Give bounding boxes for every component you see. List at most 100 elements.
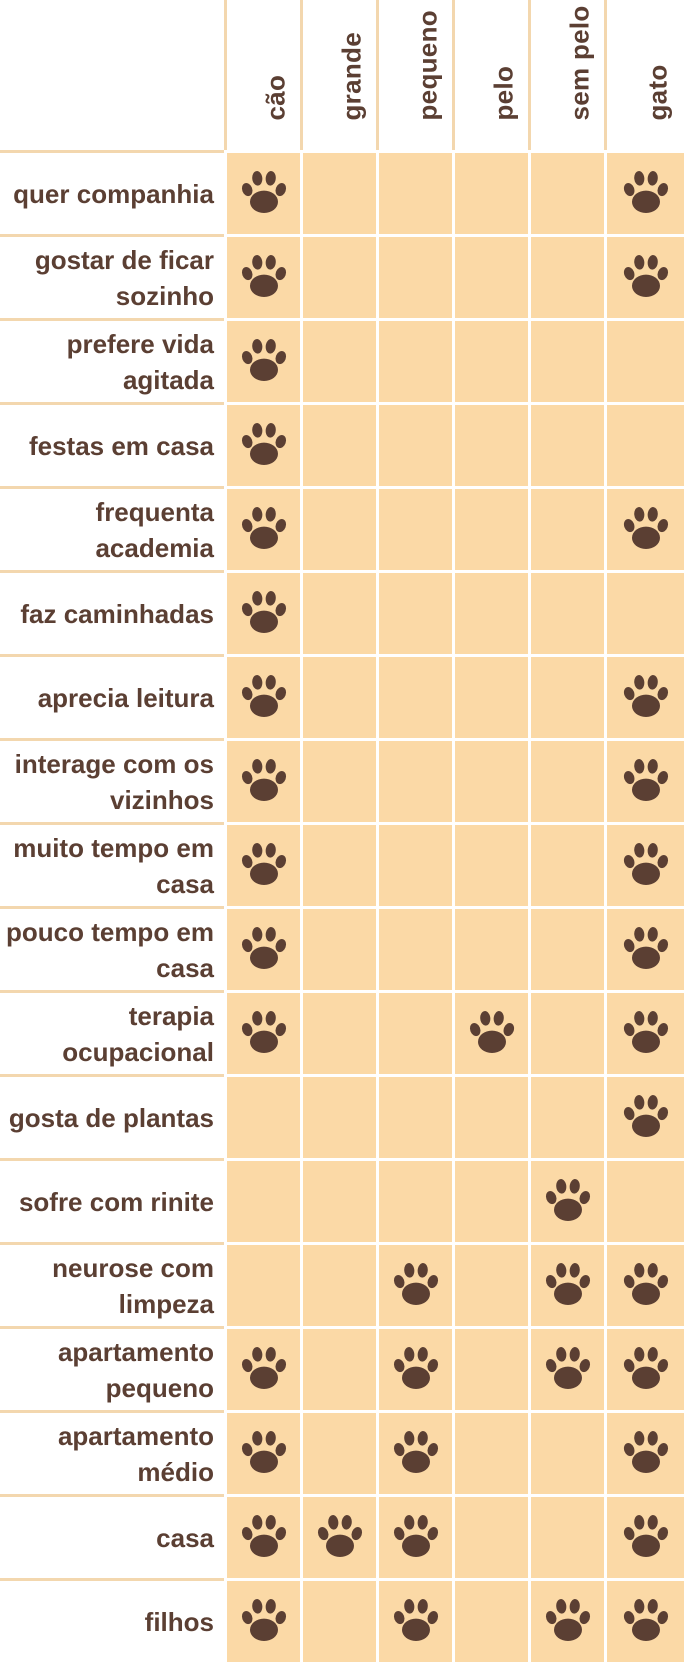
column-header-label: cão (260, 74, 290, 121)
table-cell (452, 822, 528, 906)
table-cell (300, 1578, 376, 1662)
column-header-label: gato (642, 64, 672, 121)
table-cell (528, 738, 604, 822)
right-margin (684, 1242, 700, 1326)
column-header: gato (604, 0, 684, 150)
table-cell (376, 486, 452, 570)
row-label: prefere vida agitada (0, 318, 224, 402)
table-cell (300, 150, 376, 234)
table-cell (224, 1578, 300, 1662)
table-cell (452, 402, 528, 486)
table-cell (452, 150, 528, 234)
paw-icon (241, 1514, 286, 1557)
row-label: interage com os vizinhos (0, 738, 224, 822)
row-label: apartamento médio (0, 1410, 224, 1494)
table-cell (224, 906, 300, 990)
paw-icon (241, 506, 286, 549)
table-cell (604, 402, 684, 486)
right-margin (684, 1410, 700, 1494)
table-cell (300, 738, 376, 822)
table-cell (376, 318, 452, 402)
paw-icon (241, 842, 286, 885)
table-cell (528, 1242, 604, 1326)
paw-icon (241, 1346, 286, 1389)
paw-icon (317, 1514, 362, 1557)
column-header: sem pelo (528, 0, 604, 150)
table-cell (452, 738, 528, 822)
right-margin (684, 822, 700, 906)
paw-icon (241, 1010, 286, 1053)
table-cell (452, 570, 528, 654)
paw-icon (623, 1010, 668, 1053)
table-cell (376, 1326, 452, 1410)
table-cell (452, 906, 528, 990)
table-cell (224, 1410, 300, 1494)
table-cell (300, 570, 376, 654)
table-cell (300, 1158, 376, 1242)
table-cell (224, 822, 300, 906)
table-cell (300, 1410, 376, 1494)
table-cell (300, 402, 376, 486)
table-cell (604, 906, 684, 990)
table-cell (224, 1326, 300, 1410)
row-label: muito tempo em casa (0, 822, 224, 906)
column-header: grande (300, 0, 376, 150)
paw-icon (623, 1514, 668, 1557)
table-cell (452, 1578, 528, 1662)
paw-icon (241, 1430, 286, 1473)
column-header: pequeno (376, 0, 452, 150)
paw-icon (623, 1598, 668, 1641)
table-cell (376, 1074, 452, 1158)
paw-icon (623, 1262, 668, 1305)
paw-icon (545, 1262, 590, 1305)
table-cell (300, 1494, 376, 1578)
table-cell (452, 654, 528, 738)
table-cell (604, 1410, 684, 1494)
right-margin (684, 1494, 700, 1578)
row-label: filhos (0, 1578, 224, 1662)
table-cell (452, 1158, 528, 1242)
table-cell (528, 1074, 604, 1158)
table-cell (452, 1494, 528, 1578)
paw-icon (241, 590, 286, 633)
paw-icon (393, 1430, 438, 1473)
table-cell (224, 1242, 300, 1326)
column-header-label: pequeno (412, 10, 442, 121)
table-cell (376, 234, 452, 318)
paw-icon (623, 506, 668, 549)
row-label: frequenta academia (0, 486, 224, 570)
row-label: gostar de ficar sozinho (0, 234, 224, 318)
paw-icon (545, 1178, 590, 1221)
table-cell (452, 1074, 528, 1158)
paw-icon (393, 1514, 438, 1557)
table-cell (376, 150, 452, 234)
column-header: pelo (452, 0, 528, 150)
table-cell (376, 990, 452, 1074)
paw-icon (623, 674, 668, 717)
paw-icon (545, 1598, 590, 1641)
table-cell (452, 990, 528, 1074)
table-cell (376, 402, 452, 486)
paw-icon (545, 1346, 590, 1389)
right-margin (684, 486, 700, 570)
table-cell (528, 150, 604, 234)
paw-icon (241, 674, 286, 717)
column-header-label: grande (336, 32, 366, 121)
table-cell (452, 318, 528, 402)
paw-icon (241, 926, 286, 969)
table-cell (376, 1494, 452, 1578)
paw-icon (623, 842, 668, 885)
table-cell (224, 318, 300, 402)
paw-icon (623, 254, 668, 297)
table-cell (604, 1326, 684, 1410)
table-cell (528, 1326, 604, 1410)
table-cell (300, 990, 376, 1074)
table-cell (300, 1242, 376, 1326)
table-cell (528, 402, 604, 486)
paw-icon (393, 1262, 438, 1305)
table-cell (604, 150, 684, 234)
table-cell (528, 486, 604, 570)
table-cell (528, 234, 604, 318)
row-label: terapia ocupacional (0, 990, 224, 1074)
table-cell (376, 822, 452, 906)
